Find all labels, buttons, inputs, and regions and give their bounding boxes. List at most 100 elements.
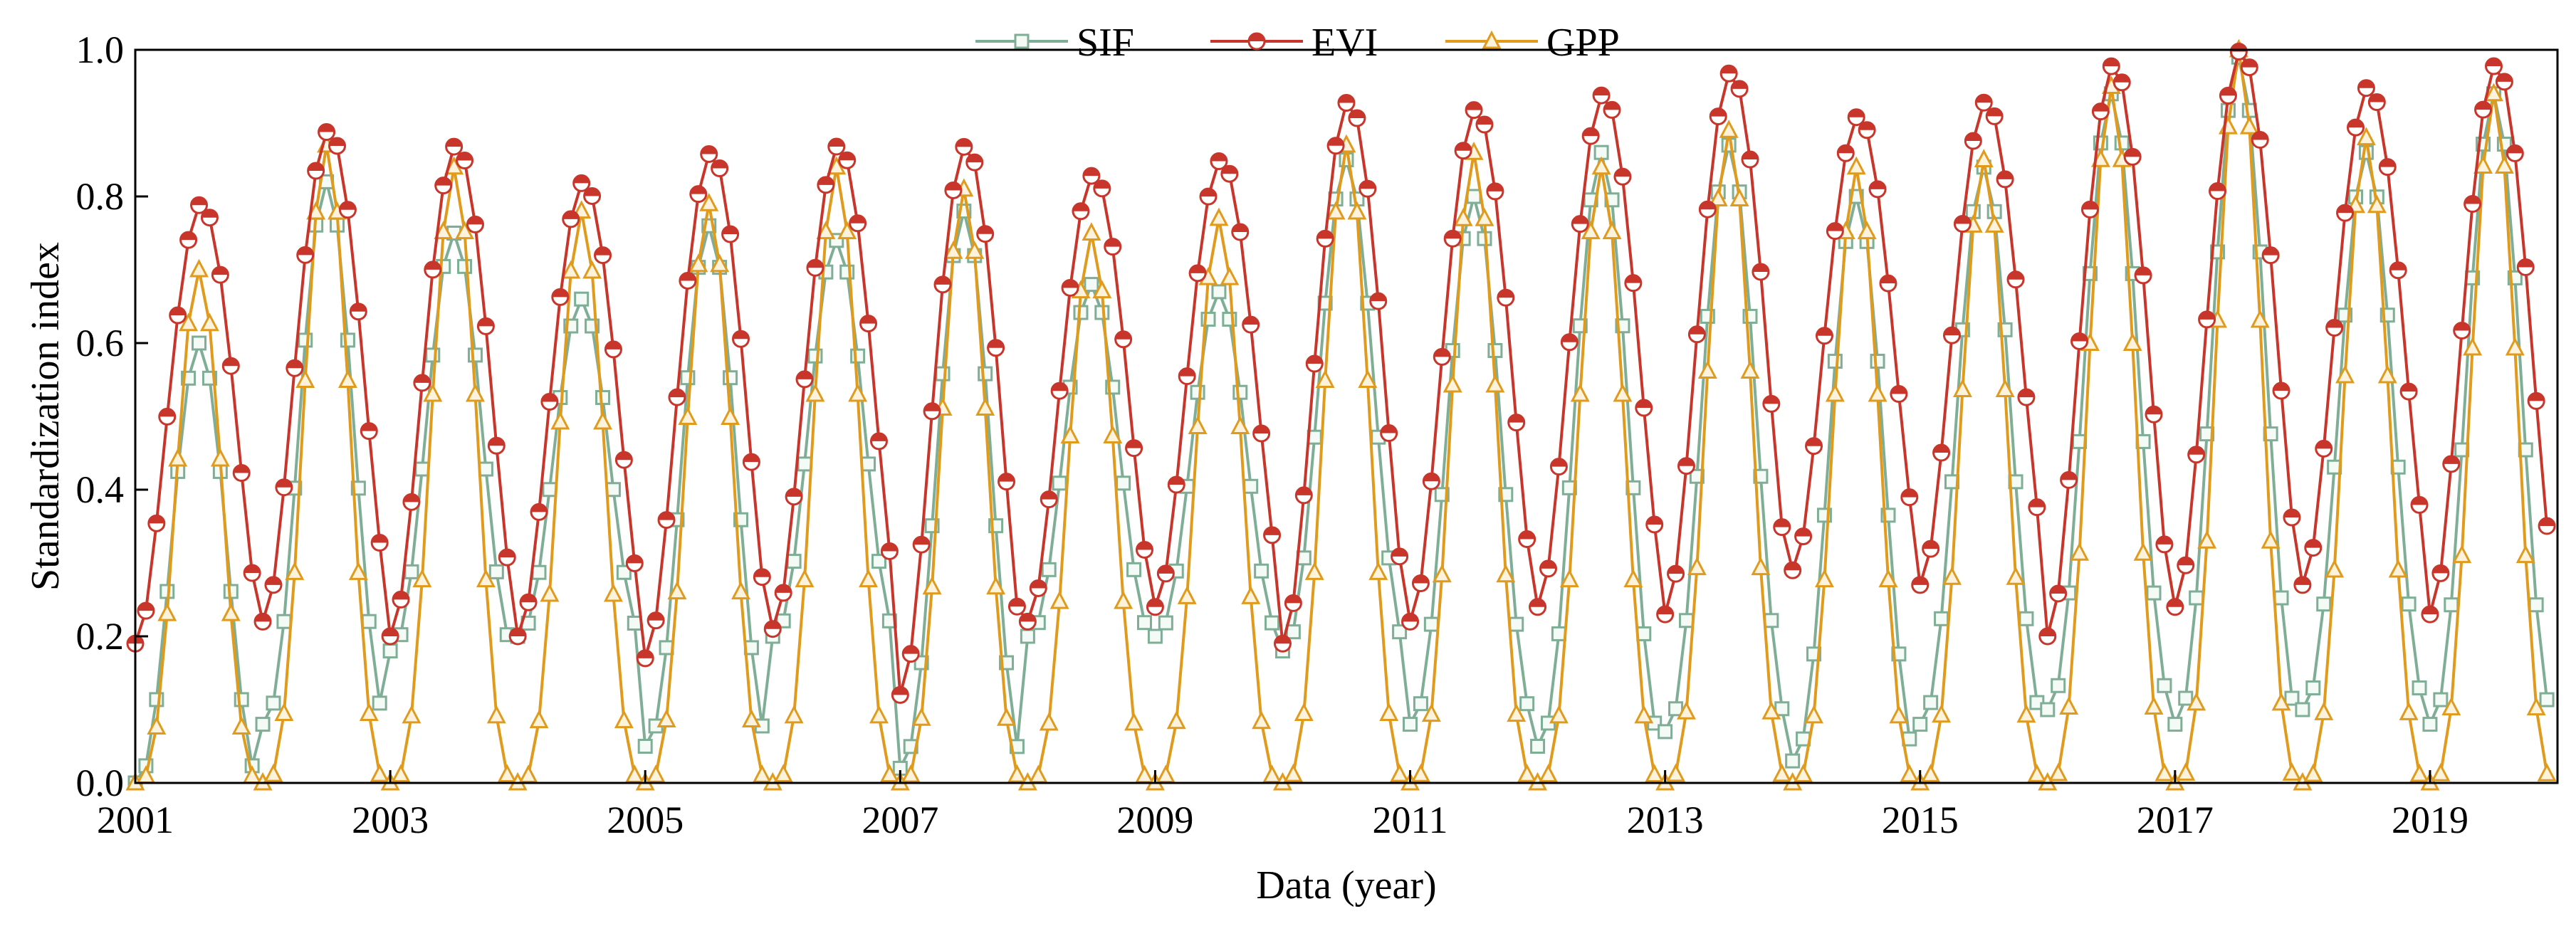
sif-point bbox=[1285, 624, 1301, 640]
x-axis-title: Data (year) bbox=[1256, 863, 1436, 907]
evi-point-fill bbox=[1890, 386, 1907, 394]
gpp-point bbox=[911, 707, 931, 726]
evi-point-fill bbox=[1391, 548, 1408, 557]
evi-point-fill bbox=[510, 628, 526, 636]
x-tick-label: 2007 bbox=[862, 799, 938, 841]
sif-point bbox=[1084, 277, 1099, 293]
gpp-point bbox=[1368, 562, 1388, 580]
evi-point-fill bbox=[1413, 575, 1429, 584]
evi-point-fill bbox=[1870, 181, 1886, 189]
evi-point-fill bbox=[1646, 516, 1663, 525]
gpp-point bbox=[1878, 569, 1898, 588]
sif-point bbox=[1519, 696, 1535, 712]
evi-point-fill bbox=[701, 146, 717, 154]
evi-point-fill bbox=[1285, 595, 1302, 604]
evi-point-fill bbox=[382, 628, 399, 636]
sif-point bbox=[2539, 692, 2555, 707]
gpp-point bbox=[1390, 763, 1410, 782]
sif-point bbox=[1689, 468, 1705, 484]
evi-point-fill bbox=[1976, 95, 1992, 103]
sif-point bbox=[978, 366, 993, 382]
sif-point bbox=[871, 554, 886, 569]
gpp-point bbox=[168, 448, 188, 467]
gpp-point bbox=[2133, 542, 2153, 561]
sif-point bbox=[1413, 696, 1428, 712]
gpp-point bbox=[1082, 222, 1101, 241]
evi-point-fill bbox=[2412, 497, 2428, 505]
evi-point-fill bbox=[2337, 205, 2353, 214]
evi-point-fill bbox=[1806, 438, 1822, 446]
gpp-point bbox=[2537, 762, 2557, 782]
evi-point-fill bbox=[1859, 122, 1875, 130]
gpp-point bbox=[646, 764, 666, 783]
y-tick-label: 0.2 bbox=[76, 615, 125, 658]
evi-point-fill bbox=[2071, 333, 2088, 342]
evi-point-fill bbox=[1763, 396, 1779, 404]
gpp-point bbox=[1900, 764, 1920, 783]
evi-point-fill bbox=[1370, 293, 1386, 302]
gpp-point bbox=[2526, 697, 2546, 716]
evi-point-fill bbox=[1774, 519, 1790, 527]
evi-point-fill bbox=[2369, 94, 2385, 102]
gpp-point bbox=[1443, 374, 1462, 393]
evi-point-fill bbox=[2103, 58, 2120, 67]
evi-point-fill bbox=[350, 303, 367, 312]
evi-point-fill bbox=[573, 175, 590, 184]
evi-point-fill bbox=[1848, 109, 1865, 117]
evi-point-fill bbox=[2294, 577, 2310, 585]
sif-point bbox=[605, 482, 621, 498]
sif-point bbox=[839, 264, 855, 280]
sif-point bbox=[340, 332, 355, 348]
evi-point-fill bbox=[1136, 542, 1153, 550]
evi-point-fill bbox=[2167, 599, 2183, 607]
gpp-point bbox=[2176, 762, 2196, 781]
gpp-point bbox=[434, 221, 454, 240]
sif-point bbox=[1211, 284, 1227, 300]
gpp-point bbox=[221, 602, 241, 621]
evi-point-fill bbox=[2061, 472, 2077, 480]
evi-point-fill bbox=[1339, 95, 1354, 103]
evi-point-fill bbox=[1476, 117, 1492, 125]
gpp-point bbox=[1645, 764, 1665, 783]
evi-point-fill bbox=[1944, 327, 1960, 336]
gpp-point bbox=[1315, 369, 1335, 388]
evi-point-fill bbox=[159, 409, 175, 417]
evi-point-fill bbox=[191, 197, 207, 206]
gpp-point bbox=[550, 411, 570, 430]
gpp-point bbox=[1209, 207, 1229, 226]
evi-point-fill bbox=[1179, 368, 1195, 377]
evi-point-fill bbox=[488, 438, 505, 446]
evi-point-fill bbox=[1912, 577, 1928, 585]
evi-point-fill bbox=[2177, 557, 2194, 566]
evi-point-fill bbox=[435, 177, 451, 186]
sif-point bbox=[298, 332, 313, 348]
y-tick-label: 0.0 bbox=[76, 762, 125, 804]
evi-point-fill bbox=[2241, 59, 2258, 68]
sif-point bbox=[1636, 626, 1652, 641]
evi-point-fill bbox=[2528, 393, 2545, 401]
gpp-point bbox=[795, 569, 815, 588]
evi-point-fill bbox=[2475, 102, 2491, 110]
sif-point bbox=[1243, 478, 1259, 494]
legend-sif-point bbox=[1014, 33, 1030, 49]
evi-point-fill bbox=[1455, 142, 1472, 151]
gpp-point bbox=[2271, 692, 2291, 711]
evi-point-fill bbox=[1307, 356, 1323, 364]
evi-point-fill bbox=[659, 512, 675, 520]
evi-point-fill bbox=[1274, 636, 1291, 644]
evi-point-fill bbox=[616, 452, 632, 461]
evi-point-fill bbox=[308, 163, 324, 172]
evi-point-fill bbox=[1052, 383, 1068, 391]
gpp-point bbox=[2473, 155, 2493, 174]
gpp-point bbox=[1666, 763, 1686, 782]
x-tick-label: 2015 bbox=[1882, 799, 1959, 841]
evi-point-fill bbox=[1328, 137, 1344, 146]
evi-point-fill bbox=[1264, 527, 1280, 535]
evi-point-fill bbox=[2518, 259, 2534, 268]
evi-point-fill bbox=[201, 209, 218, 218]
sif-point bbox=[2401, 596, 2417, 612]
evi-point-fill bbox=[255, 614, 271, 622]
evi-point-fill bbox=[1795, 528, 1811, 537]
gpp-point bbox=[2250, 309, 2270, 328]
